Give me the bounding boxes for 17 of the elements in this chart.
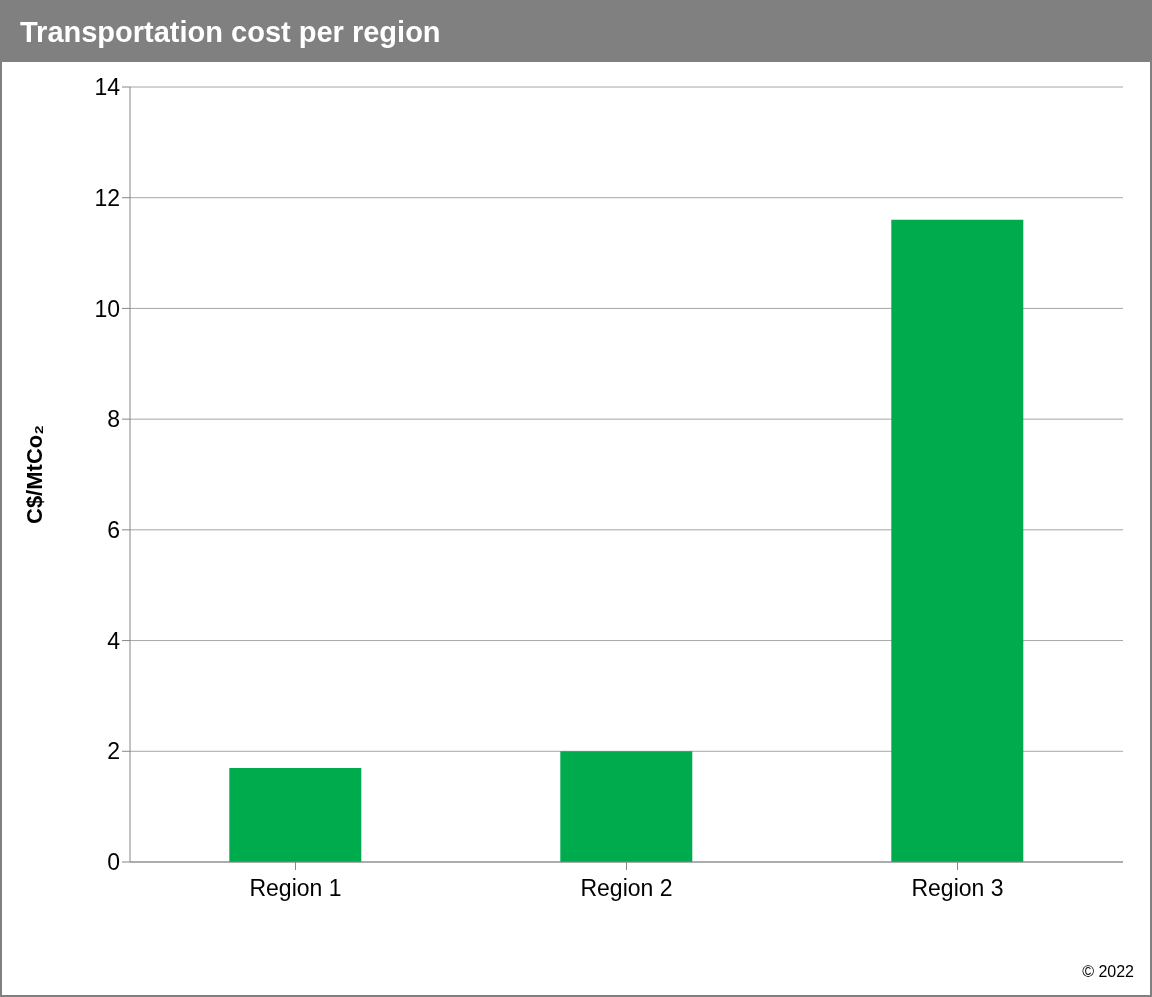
chart-title: Transportation cost per region (20, 15, 441, 49)
bar (229, 767, 362, 862)
bar (891, 219, 1024, 862)
x-tick-label: Region 1 (249, 875, 342, 902)
y-tick-label: 10 (94, 295, 120, 322)
y-tick-label: 6 (107, 517, 120, 544)
y-axis-title: C$/MtCo₂ (21, 425, 47, 524)
y-tick-label: 4 (107, 627, 121, 654)
y-tick-label: 12 (94, 184, 120, 211)
y-tick-label: 2 (107, 738, 120, 765)
text: © 2022 (1082, 963, 1134, 981)
x-tick-label: Region 3 (911, 875, 1004, 902)
y-tick-label: 0 (107, 849, 120, 876)
y-tick-label: 14 (94, 74, 121, 101)
x-tick-label: Region 2 (580, 875, 673, 902)
bar (560, 751, 693, 862)
y-tick-label: 8 (107, 406, 120, 433)
